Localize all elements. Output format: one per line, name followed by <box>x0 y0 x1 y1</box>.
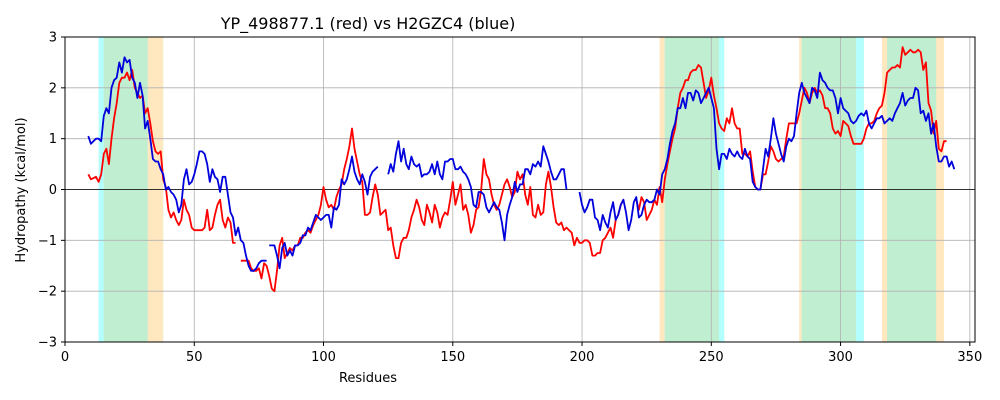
series-lines <box>87 46 956 293</box>
y-tick-label: −3 <box>38 336 57 351</box>
series-line-blue <box>87 56 956 272</box>
x-tick-label: 50 <box>186 350 203 365</box>
x-tick-label: 150 <box>440 350 465 365</box>
y-tick-label: −2 <box>38 285 57 300</box>
y-tick-label: −1 <box>38 234 57 249</box>
y-tick-label: 1 <box>49 132 57 147</box>
y-tick-label: 0 <box>49 183 57 198</box>
y-tick-label: 3 <box>49 31 57 46</box>
chart-title: YP_498877.1 (red) vs H2GZC4 (blue) <box>220 14 516 34</box>
x-tick-label: 350 <box>957 350 982 365</box>
axis-ticks: 0 50 100 150 200 250 300 350 −3 −2 −1 0 1 2 3 <box>38 31 982 366</box>
x-axis-label: Residues <box>339 371 397 386</box>
x-tick-label: 200 <box>570 350 595 365</box>
y-tick-label: 2 <box>49 81 57 96</box>
y-axis-label: Hydropathy (kcal/mol) <box>14 117 29 262</box>
x-tick-label: 100 <box>311 350 336 365</box>
x-tick-label: 250 <box>699 350 724 365</box>
x-tick-label: 0 <box>61 350 69 365</box>
x-tick-label: 300 <box>828 350 853 365</box>
